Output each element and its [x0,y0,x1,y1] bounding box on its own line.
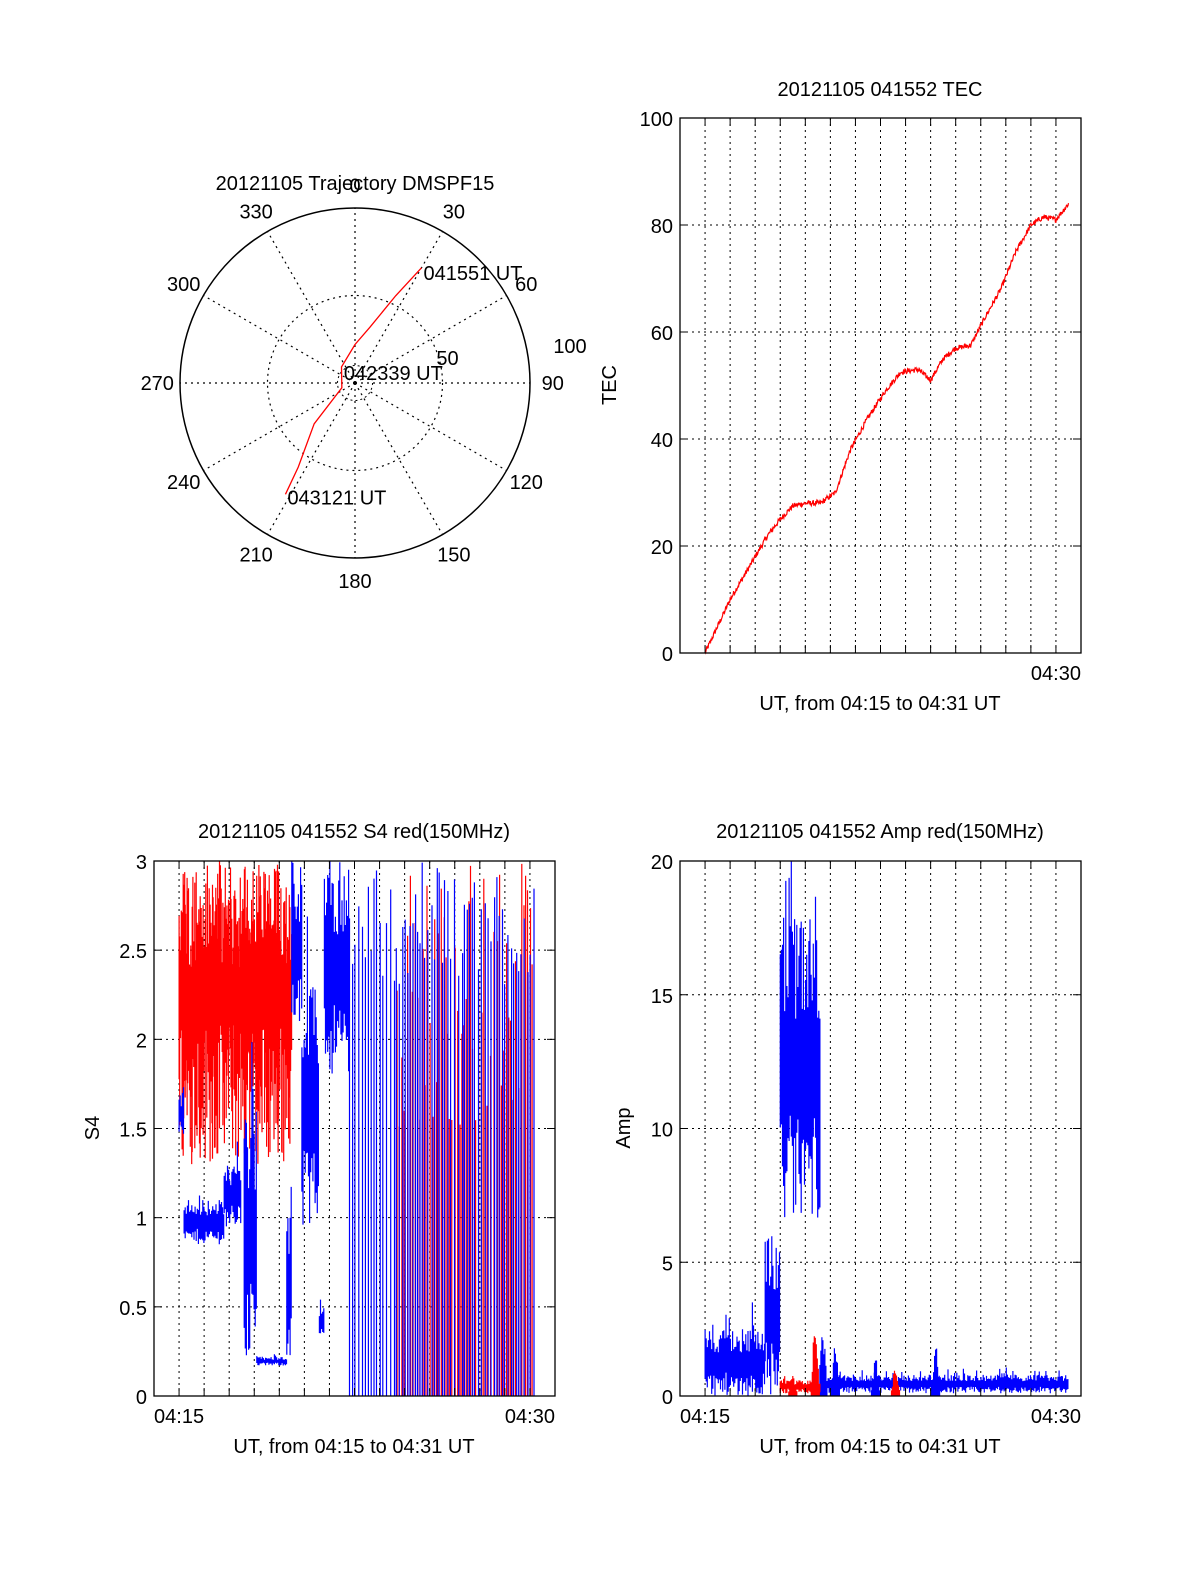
trajectory-series [284,267,422,495]
tec-ytick-label: 80 [651,216,673,238]
amp-series [704,861,1069,1396]
trajectory-annotation: 042339 UT [344,363,443,385]
azimuth-label: 180 [338,571,371,593]
amp-xtick-label: 04:15 [680,1406,730,1428]
tec-axes: 0 20 40 60 80 100 04:30 [640,109,1082,685]
tec-grid [680,118,1081,653]
amp-xlabel: UT, from 04:15 to 04:31 UT [759,1436,1000,1458]
s4-ytick-label: 1.5 [119,1120,147,1142]
s4-panel: 20121105 041552 S4 red(150MHz) UT, from … [82,821,556,1458]
amp-ytick-label: 15 [651,986,673,1008]
tec-ytick-label: 40 [651,430,673,452]
s4-title: 20121105 041552 S4 red(150MHz) [198,821,510,843]
center-ring [337,365,373,401]
s4-xlabel: UT, from 04:15 to 04:31 UT [233,1436,474,1458]
amp-series-1 [779,1336,901,1396]
trajectory-panel: 20121105 Trajectory DMSPF15 0 30 60 90 120 15… [141,173,587,593]
amp-title: 20121105 041552 Amp red(150MHz) [716,821,1044,843]
azimuth-spoke [354,382,444,535]
azimuth-spoke [266,231,356,384]
azimuth-label: 0 [349,175,360,197]
s4-ytick-label: 1 [136,1209,147,1231]
amp-frame [679,860,1082,1397]
amp-ytick-label: 5 [662,1253,673,1275]
azimuth-label: 120 [510,472,543,494]
azimuth-spoke [354,231,444,384]
tec-ytick-label: 100 [640,109,673,131]
s4-series-2 [348,862,535,1396]
s4-ytick-label: 0.5 [119,1298,147,1320]
tec-title: 20121105 041552 TEC [778,79,983,101]
s4-xtick-label: 04:30 [505,1406,555,1428]
elevation-label: 100 [553,336,586,358]
azimuth-spoke [354,382,507,472]
tec-ylabel: TEC [599,365,621,405]
s4-ytick-label: 2.5 [119,941,147,963]
azimuth-label: 30 [443,202,465,224]
tec-line [704,202,1070,655]
trajectory-annotation: 041551 UT [424,263,523,285]
tec-series [704,202,1070,655]
azimuth-label: 210 [239,544,272,566]
amp-ytick-label: 0 [662,1387,673,1409]
s4-series-1 [178,861,350,1366]
amp-ylabel: Amp [613,1107,635,1148]
trajectory-title: 20121105 Trajectory DMSPF15 [216,173,495,195]
amp-axes: 0 5 10 15 20 04:15 04:30 [651,852,1082,1428]
s4-axes: 0 0.5 1 1.5 2 2.5 3 04:15 04:30 [119,852,556,1428]
tec-panel: 20121105 041552 TEC UT, from 04:15 to 04… [599,79,1082,715]
s4-series [178,861,535,1396]
azimuth-label: 90 [542,373,564,395]
trajectory-line [284,267,422,495]
azimuth-spoke [266,382,356,535]
azimuth-label: 60 [515,274,537,296]
s4-ytick-label: 3 [136,852,147,874]
amp-ytick-label: 20 [651,852,673,874]
tec-xtick-label: 04:30 [1031,663,1081,685]
amp-panel: 20121105 041552 Amp red(150MHz) UT, from… [613,821,1082,1458]
azimuth-label: 270 [141,373,174,395]
azimuth-label: 150 [437,544,470,566]
amp-series-0 [704,861,1069,1396]
tec-xlabel: UT, from 04:15 to 04:31 UT [759,693,1000,715]
trajectory-grid [179,207,531,559]
s4-frame [153,860,556,1397]
tec-ytick-label: 20 [651,537,673,559]
amp-grid [680,861,1081,1396]
amp-ytick-label: 10 [651,1120,673,1142]
s4-xtick-label: 04:15 [154,1406,204,1428]
azimuth-label: 240 [167,472,200,494]
azimuth-spoke [203,294,356,384]
amp-xtick-label: 04:30 [1031,1406,1081,1428]
azimuth-label: 330 [239,202,272,224]
tec-ytick-label: 0 [662,644,673,666]
azimuth-label: 300 [167,274,200,296]
tec-frame [679,117,1082,654]
s4-ytick-label: 0 [136,1387,147,1409]
elevation-label: 50 [436,348,458,370]
trajectory-annotation: 043121 UT [287,487,386,509]
azimuth-spoke [203,382,356,472]
s4-ytick-label: 2 [136,1030,147,1052]
s4-ylabel: S4 [82,1116,104,1140]
trajectory-labels: 0 30 60 90 120 150 180 210 240 270 300 330 50 100 0415… [141,175,587,593]
elevation-ring [266,294,444,472]
azimuth-spoke [354,294,507,384]
tec-ytick-label: 60 [651,323,673,345]
